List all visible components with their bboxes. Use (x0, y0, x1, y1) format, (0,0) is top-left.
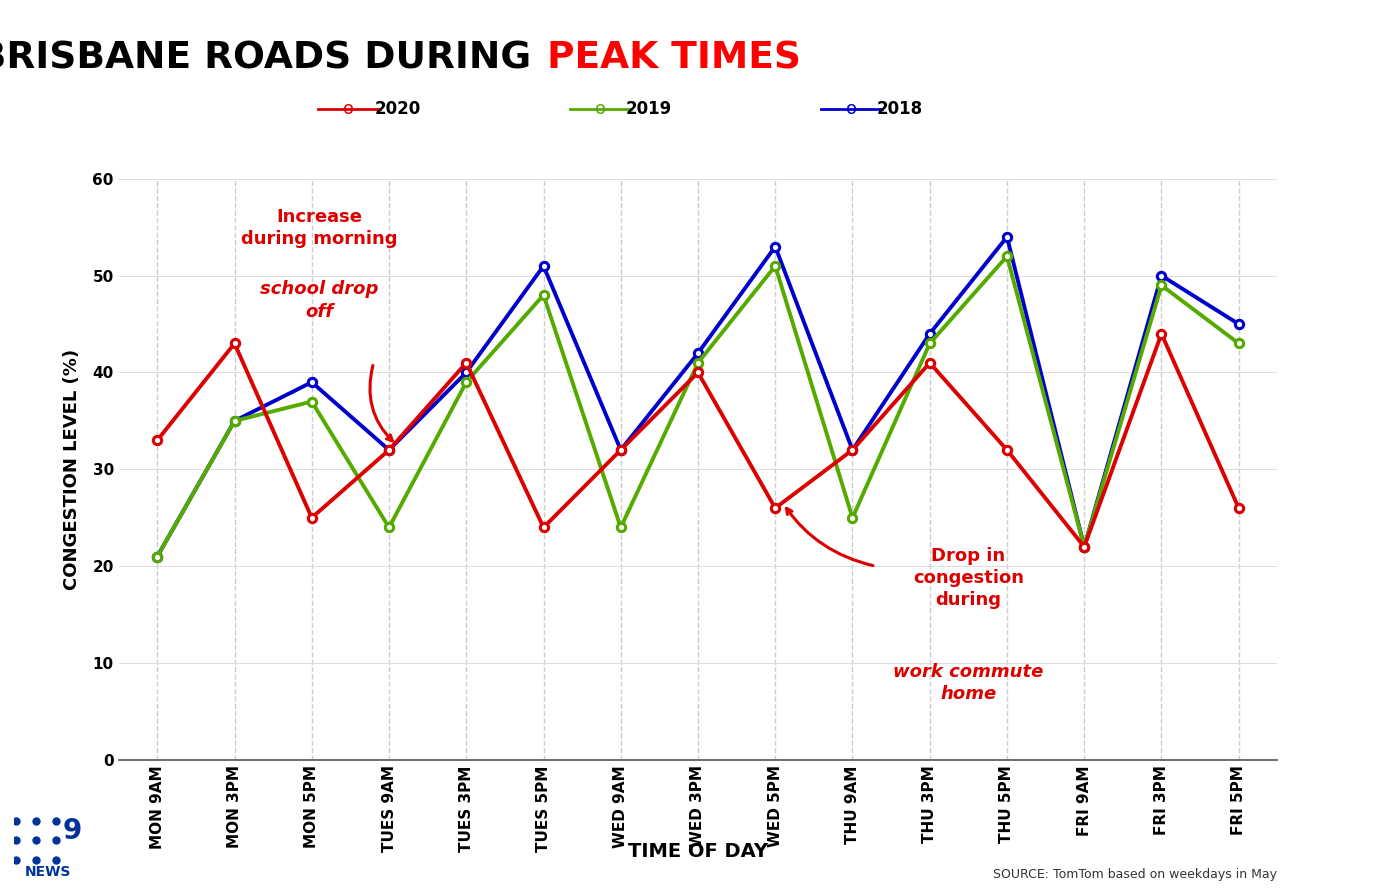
Text: work commute
home: work commute home (893, 663, 1044, 704)
Text: 2020: 2020 (374, 100, 420, 118)
Text: o: o (343, 100, 355, 118)
Text: Drop in
congestion
during: Drop in congestion during (913, 547, 1023, 609)
Text: 2019: 2019 (625, 100, 671, 118)
Text: NEWS: NEWS (24, 864, 71, 879)
Y-axis label: CONGESTION LEVEL (%): CONGESTION LEVEL (%) (63, 349, 81, 590)
Text: PEAK TIMES: PEAK TIMES (547, 40, 801, 76)
Text: CONGESTION ON BRISBANE ROADS DURING: CONGESTION ON BRISBANE ROADS DURING (0, 40, 544, 76)
Text: 2018: 2018 (877, 100, 923, 118)
Text: 9: 9 (63, 817, 81, 846)
Text: Increase
during morning: Increase during morning (242, 207, 398, 248)
Text: o: o (595, 100, 606, 118)
Text: school drop
off: school drop off (260, 281, 378, 321)
Text: o: o (846, 100, 857, 118)
Text: TIME OF DAY: TIME OF DAY (628, 841, 768, 861)
Text: SOURCE: TomTom based on weekdays in May: SOURCE: TomTom based on weekdays in May (994, 868, 1277, 881)
